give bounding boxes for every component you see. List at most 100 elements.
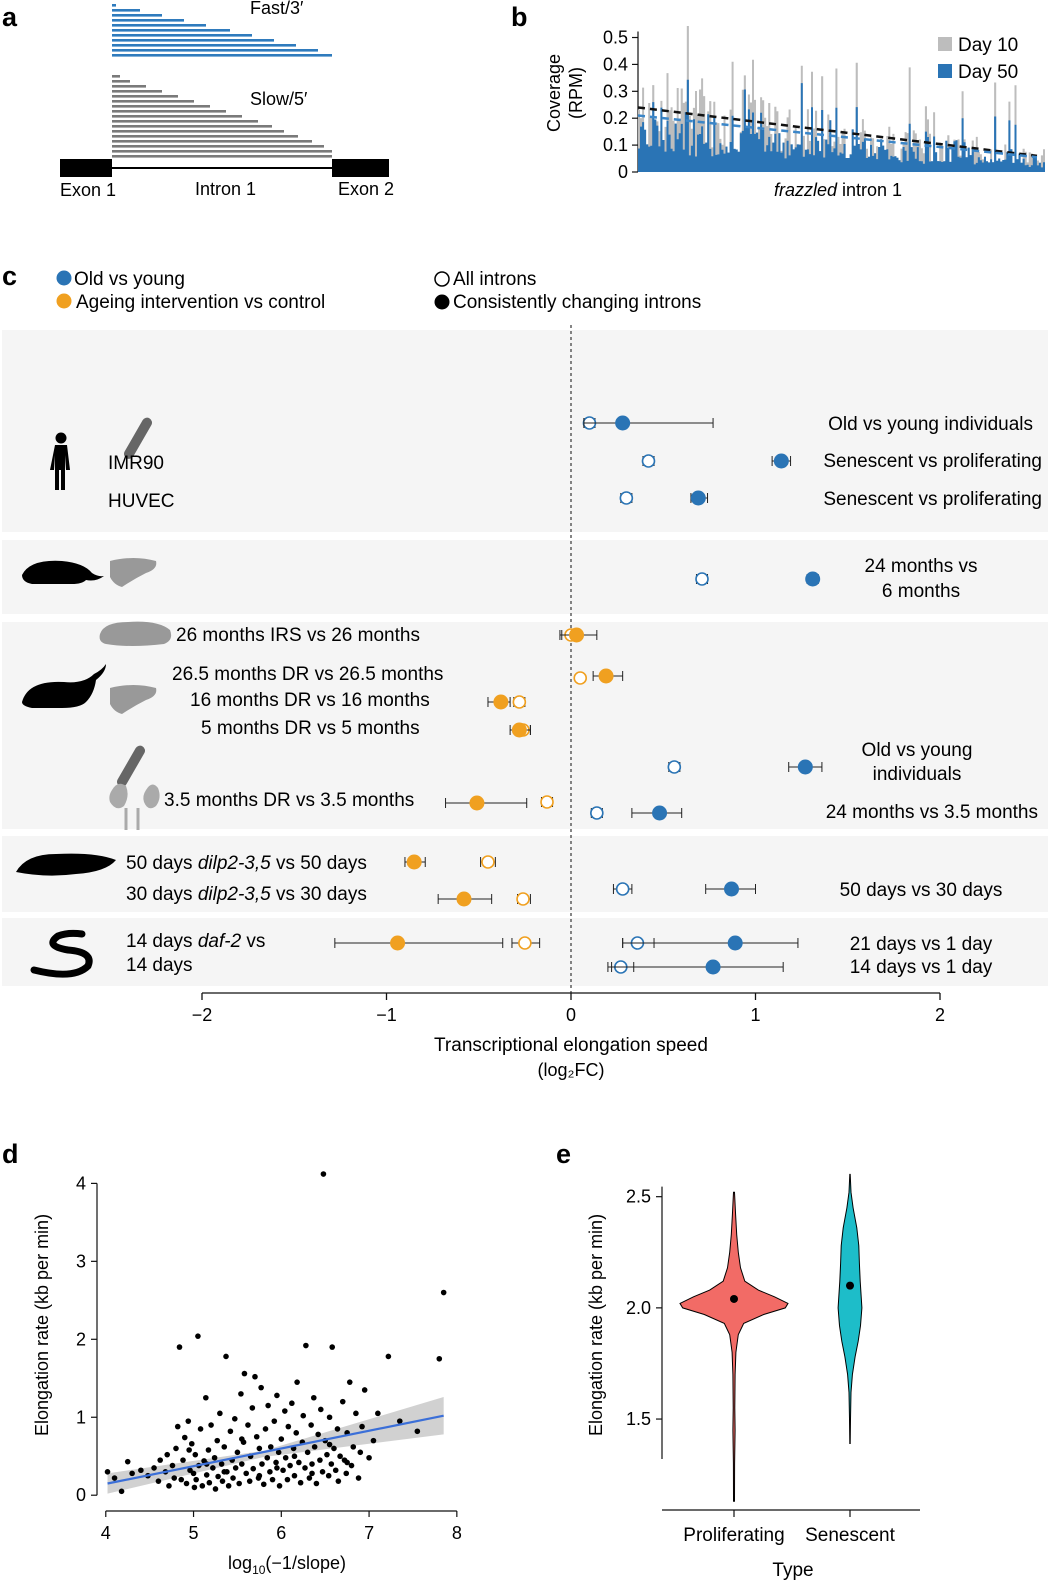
c-point-marker — [511, 722, 527, 738]
d-data-point — [178, 1476, 185, 1483]
d-data-point — [303, 1342, 309, 1349]
d-data-point — [245, 1422, 251, 1428]
human-icon — [55, 432, 67, 444]
fly-label-post: vs 50 days — [271, 853, 367, 874]
legend-intervention-dot — [56, 293, 72, 309]
c-point-marker — [805, 571, 821, 587]
slow-read — [112, 110, 226, 113]
d-data-point — [186, 1447, 192, 1453]
d-data-point — [252, 1373, 258, 1380]
d-data-point — [289, 1400, 295, 1407]
d-data-point — [436, 1355, 443, 1362]
c-group-backgrounds — [2, 330, 1048, 986]
d-data-point — [214, 1437, 221, 1444]
c-data-points — [334, 415, 823, 975]
d-data-point — [225, 1483, 232, 1489]
d-data-point — [256, 1472, 263, 1479]
legend-all-introns-label: All introns — [453, 269, 536, 290]
panel-b-letter: b — [511, 2, 528, 32]
fly-label-gene: dilp2-3,5 — [198, 853, 271, 874]
c-point-huvec-all — [619, 491, 634, 505]
c-group-background — [2, 330, 1048, 532]
d-data-point — [197, 1426, 204, 1432]
d-data-point — [293, 1430, 300, 1436]
c-x-axis-label: Transcriptional elongation speed — [434, 1035, 708, 1056]
d-data-point — [211, 1454, 218, 1461]
test-tube-icon — [117, 745, 145, 787]
d-data-point — [346, 1379, 353, 1385]
panel-a-read-diagram: a Fast/3′ Slow/5′ Exon 1 Intron 1 Exon 2 — [2, 0, 394, 200]
exon1-block — [60, 159, 112, 177]
b-y-tick-label: 0.2 — [603, 108, 628, 128]
c-point-fly-50-30-consistent — [705, 881, 756, 897]
c-point-huvec-consistent — [690, 490, 709, 506]
b-y-tick-label: 0.5 — [603, 28, 628, 48]
e-y-tick-label: 2.5 — [626, 1187, 651, 1207]
slow-read — [112, 85, 146, 88]
d-data-point — [267, 1444, 274, 1450]
d-data-point — [339, 1398, 346, 1405]
b-legend-label: Day 10 — [958, 35, 1018, 56]
liver-icon — [110, 685, 157, 714]
exon2-label: Exon 2 — [338, 179, 394, 199]
brain-icon — [99, 621, 172, 646]
fly-dilp-label: 30 days dilp2-3,5 vs 30 days — [126, 884, 367, 905]
b-trend-lines — [637, 106, 1038, 159]
c-x-tick-label: 1 — [750, 1005, 760, 1025]
c-point-dr5-consistent — [509, 722, 531, 738]
e-violin-proliferating — [679, 1191, 789, 1502]
d-data-point — [375, 1410, 381, 1417]
c-point-fly-50-30-all — [612, 882, 633, 896]
c-point-mouse-24-35-all — [590, 806, 604, 820]
d-data-point — [274, 1392, 280, 1399]
d-data-point — [296, 1459, 302, 1466]
fast-read — [112, 9, 140, 12]
c-point-dr26-all — [573, 671, 588, 685]
d-data-point — [195, 1333, 201, 1339]
fly-50-vs-30-label: 50 days vs 30 days — [840, 880, 1003, 901]
d-data-point — [291, 1453, 298, 1460]
c-point-marker — [406, 854, 422, 870]
c-point-marker — [705, 959, 721, 975]
dr-26-5-label: 26.5 months DR vs 26.5 months — [172, 664, 443, 685]
d-data-point — [304, 1449, 311, 1456]
irs-label: 26 months IRS vs 26 months — [176, 625, 420, 646]
d-data-point — [238, 1391, 244, 1397]
mouse-individuals-label: individuals — [873, 764, 962, 785]
b-y-tick-label: 0.1 — [603, 135, 628, 155]
mouse-old-young-label: Old vs young — [862, 740, 973, 761]
d-data-point — [221, 1444, 228, 1450]
d-data-point — [370, 1437, 377, 1444]
d-data-point — [414, 1428, 421, 1435]
c-point-marker — [569, 627, 585, 643]
d-data-point — [227, 1428, 234, 1435]
d-plot-area: 0 1 2 3 4 4 5 6 7 8 — [76, 1171, 462, 1543]
b-legend: Day 10 Day 50 — [938, 35, 1018, 83]
d-data-point — [166, 1483, 172, 1489]
d-data-point — [317, 1457, 323, 1463]
c-point-worm21-consistent — [622, 935, 799, 951]
d-data-point — [221, 1469, 228, 1475]
d-data-point — [440, 1289, 447, 1296]
d-data-point — [284, 1476, 291, 1483]
d-xlabel-post: (−1/slope) — [265, 1553, 346, 1573]
slow-read — [112, 150, 332, 153]
senescent-proliferating-label: Senescent vs proliferating — [823, 489, 1042, 510]
c-point-marker — [456, 891, 472, 907]
c-point-dr35-consistent — [445, 795, 528, 811]
c-point-dr16-consistent — [487, 694, 511, 710]
c-point-marker — [641, 454, 656, 468]
fast-3prime-label: Fast/3′ — [250, 0, 304, 18]
c-x-tick-label: 2 — [935, 1005, 945, 1025]
d-data-point — [104, 1469, 111, 1475]
b-coverage-area — [638, 26, 1045, 172]
c-point-mouse-old-young-all — [667, 760, 682, 774]
d-data-point — [215, 1473, 221, 1480]
d-data-point — [246, 1478, 253, 1484]
panel-d-elongation-scatter: d Elongation rate (kb per min) 0 1 2 3 4 4 5 6 7… — [2, 1139, 462, 1577]
c-x-tick-label: −2 — [192, 1005, 213, 1025]
d-data-point — [275, 1449, 282, 1456]
d-data-point — [355, 1475, 362, 1481]
d-data-point — [310, 1394, 317, 1401]
